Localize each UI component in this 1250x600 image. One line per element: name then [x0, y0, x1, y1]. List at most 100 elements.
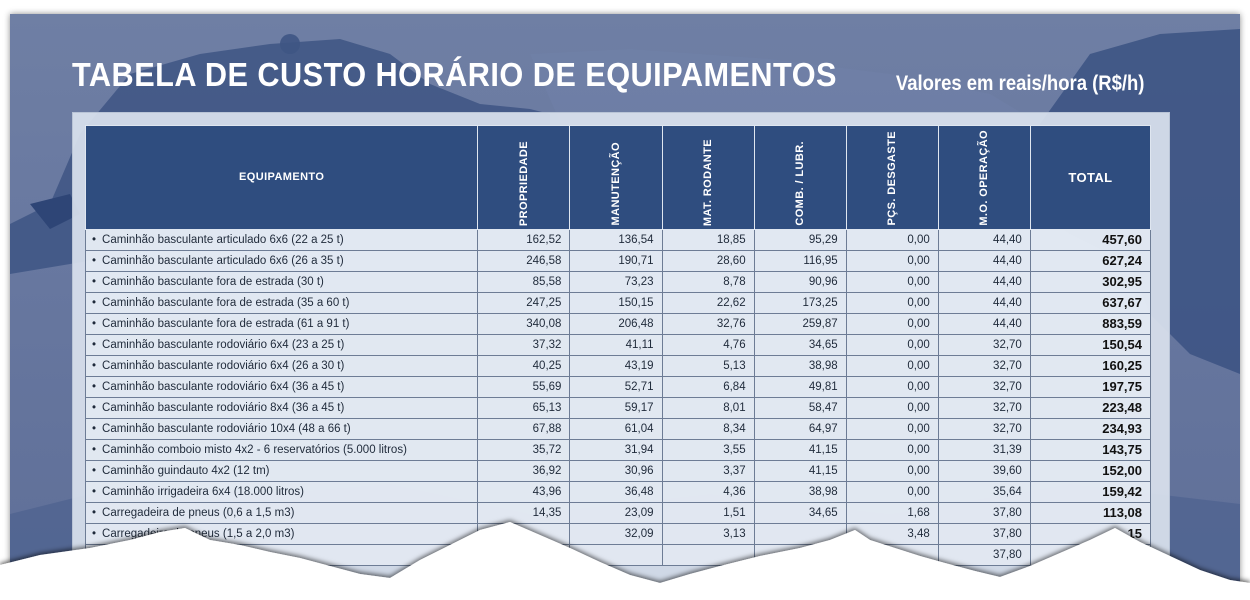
bullet-icon: •	[92, 338, 97, 351]
equipment-name: Caminhão comboio misto 4x2 - 6 reservató…	[102, 443, 407, 456]
propriedade-cell: 55,69	[477, 376, 571, 398]
bullet-icon: •	[92, 296, 97, 309]
total-cell: 15	[1030, 523, 1152, 545]
mo-operacao-cell: 32,70	[938, 418, 1031, 440]
table-header-row: EQUIPAMENTO PROPRIEDADE MANUTENÇÃO MAT. …	[84, 125, 1152, 230]
mat-rodante-cell: 18,85	[662, 229, 755, 251]
manutencao-cell: 73,23	[569, 271, 663, 293]
equipment-name-cell	[84, 544, 479, 566]
bullet-icon: •	[92, 527, 97, 540]
mat-rodante-cell: 32,76	[662, 313, 755, 335]
page-title: TABELA DE CUSTO HORÁRIO DE EQUIPAMENTOS	[72, 56, 837, 93]
total-cell	[1030, 544, 1152, 566]
total-cell: 159,42	[1030, 481, 1152, 503]
equipment-name: Caminhão irrigadeira 6x4 (18.000 litros)	[102, 485, 305, 498]
total-cell: 143,75	[1030, 439, 1152, 461]
bullet-icon: •	[92, 506, 97, 519]
header-total: TOTAL	[1029, 125, 1152, 230]
bullet-icon: •	[92, 359, 97, 372]
table-row: • Caminhão basculante rodoviário 8x4 (36 …	[84, 397, 1152, 419]
pcs-desgaste-cell: 0,00	[846, 397, 939, 419]
mat-rodante-cell: 8,01	[662, 397, 755, 419]
table-panel: EQUIPAMENTO PROPRIEDADE MANUTENÇÃO MAT. …	[72, 112, 1170, 584]
equipment-name-cell: • Caminhão basculante rodoviário 6x4 (23 …	[84, 334, 479, 356]
mo-operacao-cell: 35,64	[938, 481, 1031, 503]
equipment-name-cell: • Caminhão basculante fora de estrada (30…	[84, 271, 479, 293]
mat-rodante-cell: 3,13	[662, 523, 755, 545]
manutencao-cell: 61,04	[569, 418, 663, 440]
equipment-name: Caminhão basculante rodoviário 10x4 (48 …	[102, 422, 351, 435]
manutencao-cell: 190,71	[569, 250, 663, 272]
propriedade-cell: 162,52	[477, 229, 571, 251]
mo-operacao-cell: 44,40	[938, 313, 1031, 335]
manutencao-cell: 41,11	[569, 334, 663, 356]
equipment-name-cell: • Caminhão basculante fora de estrada (61…	[84, 313, 479, 335]
manutencao-cell: 52,71	[569, 376, 663, 398]
mo-operacao-cell: 32,70	[938, 376, 1031, 398]
header-comb-lubr: COMB. / LUBR.	[753, 125, 847, 230]
total-cell: 234,93	[1030, 418, 1152, 440]
equipment-name-cell: • Caminhão basculante rodoviário 8x4 (36 …	[84, 397, 479, 419]
propriedade-cell: 67,88	[477, 418, 571, 440]
propriedade-cell: 247,25	[477, 292, 571, 314]
comb-lubr-cell: 49,81	[754, 376, 847, 398]
mat-rodante-cell: 22,62	[662, 292, 755, 314]
mat-rodante-cell: 8,78	[662, 271, 755, 293]
equipment-name: Caminhão basculante fora de estrada (61 …	[102, 317, 350, 330]
pcs-desgaste-cell: 0,00	[846, 271, 939, 293]
header-mo-operacao: M.O. OPERAÇÃO	[937, 125, 1031, 230]
mo-operacao-cell: 31,39	[938, 439, 1031, 461]
propriedade-cell	[477, 523, 571, 545]
table-row: • Caminhão basculante articulado 6x6 (22 …	[84, 229, 1152, 251]
table-row: • Caminhão irrigadeira 6x4 (18.000 litros…	[84, 481, 1152, 503]
pcs-desgaste-cell: 0,00	[846, 355, 939, 377]
propriedade-cell: 43,96	[477, 481, 571, 503]
header-mat-rodante: MAT. RODANTE	[661, 125, 755, 230]
table-row: • Caminhão basculante rodoviário 10x4 (48…	[84, 418, 1152, 440]
table-row: • Carregadeira de pneus (0,6 a 1,5 m3) 14,…	[84, 502, 1152, 524]
pcs-desgaste-cell: 0,00	[846, 439, 939, 461]
equipment-name-cell: • Caminhão basculante rodoviário 10x4 (48…	[84, 418, 479, 440]
bullet-icon: •	[92, 233, 97, 246]
comb-lubr-cell: 41,15	[754, 439, 847, 461]
manutencao-cell: 206,48	[569, 313, 663, 335]
mat-rodante-cell: 5,13	[662, 355, 755, 377]
table-row: • Caminhão basculante articulado 6x6 (26 …	[84, 250, 1152, 272]
propriedade-cell: 40,25	[477, 355, 571, 377]
manutencao-cell: 30,96	[569, 460, 663, 482]
equipment-name-cell: • Caminhão basculante rodoviário 6x4 (36 …	[84, 376, 479, 398]
bullet-icon: •	[92, 422, 97, 435]
equipment-name: Carregadeira de pneus (0,6 a 1,5 m3)	[102, 506, 295, 519]
bullet-icon: •	[92, 317, 97, 330]
total-cell: 223,48	[1030, 397, 1152, 419]
comb-lubr-cell: 90,96	[754, 271, 847, 293]
comb-lubr-cell: 259,87	[754, 313, 847, 335]
comb-lubr-cell: 38,98	[754, 481, 847, 503]
propriedade-cell: 246,58	[477, 250, 571, 272]
equipment-name: Caminhão basculante articulado 6x6 (26 a…	[102, 254, 344, 267]
equipment-name: Caminhão basculante rodoviário 6x4 (36 a…	[102, 380, 345, 393]
manutencao-cell: 32,09	[569, 523, 663, 545]
equipment-name: Carregadeira de pneus (1,5 a 2,0 m3)	[102, 527, 295, 540]
pcs-desgaste-cell: 0,00	[846, 292, 939, 314]
table-row: • Caminhão basculante rodoviário 6x4 (26 …	[84, 355, 1152, 377]
mo-operacao-cell: 37,80	[938, 502, 1031, 524]
comb-lubr-cell: 116,95	[754, 250, 847, 272]
mat-rodante-cell: 4,76	[662, 334, 755, 356]
equipment-name-cell: • Caminhão irrigadeira 6x4 (18.000 litros…	[84, 481, 479, 503]
total-cell: 197,75	[1030, 376, 1152, 398]
equipment-name: Caminhão guindauto 4x2 (12 tm)	[102, 464, 270, 477]
header-pcs-desgaste: PÇS. DESGASTE	[845, 125, 939, 230]
total-cell: 637,67	[1030, 292, 1152, 314]
equipment-name-cell: • Caminhão basculante fora de estrada (35…	[84, 292, 479, 314]
pcs-desgaste-cell: 1,68	[846, 502, 939, 524]
table-row: • Caminhão basculante rodoviário 6x4 (23 …	[84, 334, 1152, 356]
bullet-icon: •	[92, 485, 97, 498]
equipment-name: Caminhão basculante fora de estrada (35 …	[102, 296, 350, 309]
table-row: • Caminhão basculante rodoviário 6x4 (36 …	[84, 376, 1152, 398]
pcs-desgaste-cell: 0,00	[846, 250, 939, 272]
manutencao-cell: 150,15	[569, 292, 663, 314]
total-cell: 457,60	[1030, 229, 1152, 251]
equipment-name-cell: • Carregadeira de pneus (1,5 a 2,0 m3)	[84, 523, 479, 545]
